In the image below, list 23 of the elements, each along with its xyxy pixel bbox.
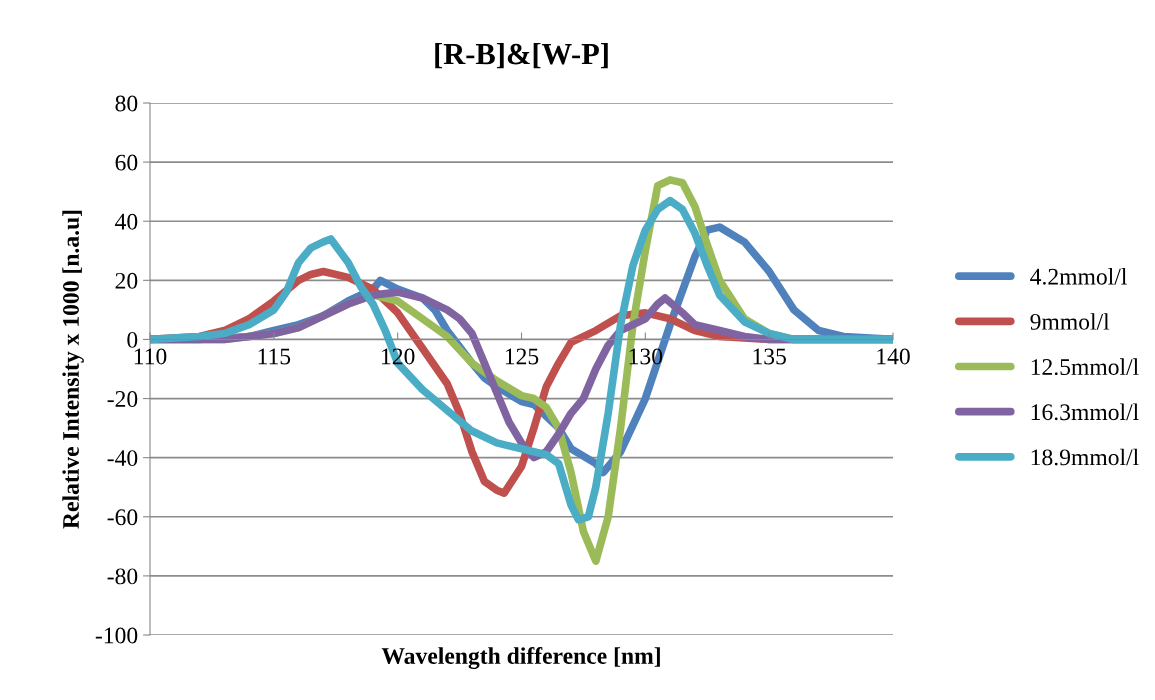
legend-label: 16.3mmol/l — [1031, 403, 1139, 421]
y-tick-label: 40 — [115, 213, 138, 230]
y-tick-label: -80 — [107, 568, 138, 585]
y-tick-label: 60 — [115, 154, 138, 171]
x-axis-title: Wavelength difference [nm] — [381, 647, 660, 669]
y-tick-label: -20 — [107, 391, 138, 407]
legend-label: 12.5mmol/l — [1031, 358, 1139, 376]
y-tick-label: 0 — [127, 331, 138, 348]
chart-title: [R-B]&[W-P] — [435, 42, 608, 69]
legend-label: 4.2mmol/l — [1030, 268, 1127, 285]
x-tick-label: 125 — [505, 348, 539, 365]
y-axis-title: Relative Intensity x 1000 [n.a.u] — [62, 210, 84, 529]
legend-label: 9mmol/l — [1030, 313, 1110, 330]
y-tick-label: -40 — [107, 450, 138, 467]
x-tick-label: 135 — [753, 348, 786, 365]
x-tick-label: 115 — [258, 348, 291, 365]
y-tick-label: -100 — [95, 627, 138, 644]
y-tick-label: 20 — [115, 272, 138, 289]
y-tick-label: -60 — [107, 509, 138, 526]
x-tick-label: 140 — [877, 348, 910, 365]
x-tick-label: 110 — [134, 348, 167, 365]
legend-label: 18.9mmol/l — [1031, 448, 1139, 466]
y-tick-label: 80 — [115, 95, 138, 112]
